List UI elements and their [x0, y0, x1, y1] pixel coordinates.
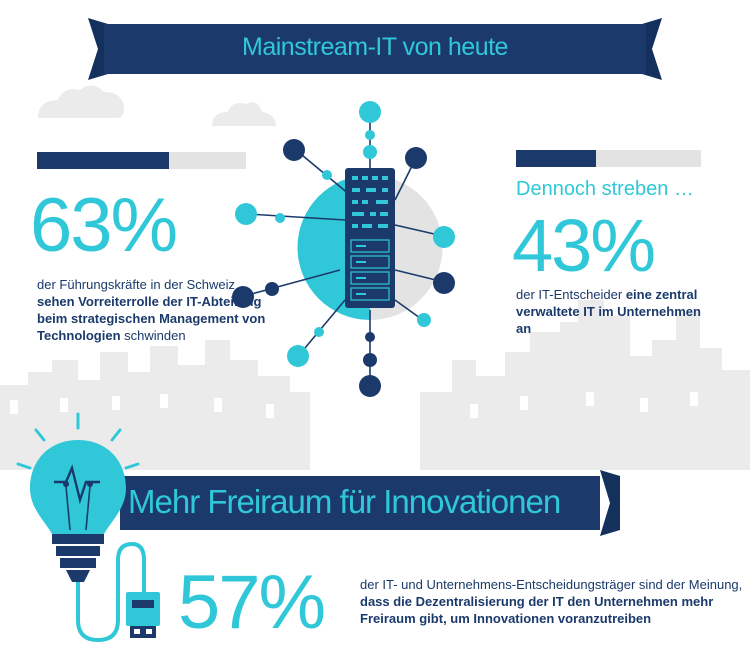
left-description: der Führungskräfte in der Schweiz sehen …	[37, 276, 267, 344]
right-progress-fill	[516, 150, 596, 167]
right-description-plain: der IT-Entscheider	[516, 287, 626, 302]
top-banner-title: Mainstream-IT von heute	[242, 33, 508, 61]
server-network-illustration	[232, 101, 455, 397]
lightbulb-icon	[16, 412, 160, 643]
bottom-percent: 57%	[178, 560, 326, 645]
left-description-end: schwinden	[120, 328, 186, 343]
right-description-bold: eine zentral verwaltete IT im Unternehme…	[516, 287, 701, 336]
left-progress-fill	[37, 152, 169, 169]
right-progress-bar	[516, 150, 701, 167]
right-percent: 43%	[512, 204, 656, 287]
top-banner-shape	[88, 18, 662, 80]
right-description: der IT-Entscheider eine zentral verwalte…	[516, 286, 701, 337]
bottom-banner-title: Mehr Freiraum für Innovationen	[128, 483, 561, 520]
left-progress-bar	[37, 152, 246, 169]
left-description-bold: sehen Vorreiterrolle der IT-Abteilung be…	[37, 294, 266, 343]
bottom-banner-shape	[120, 470, 620, 536]
bottom-description-bold: dass die Dezentralisierung der IT den Un…	[360, 594, 714, 626]
left-description-plain: der Führungskräfte in der Schweiz	[37, 277, 235, 292]
bottom-description: der IT- und Unternehmens-Entscheidungstr…	[360, 576, 745, 627]
bottom-description-plain: der IT- und Unternehmens-Entscheidungstr…	[360, 577, 743, 592]
left-percent: 63%	[30, 183, 178, 268]
right-heading: Dennoch streben …	[516, 178, 694, 200]
